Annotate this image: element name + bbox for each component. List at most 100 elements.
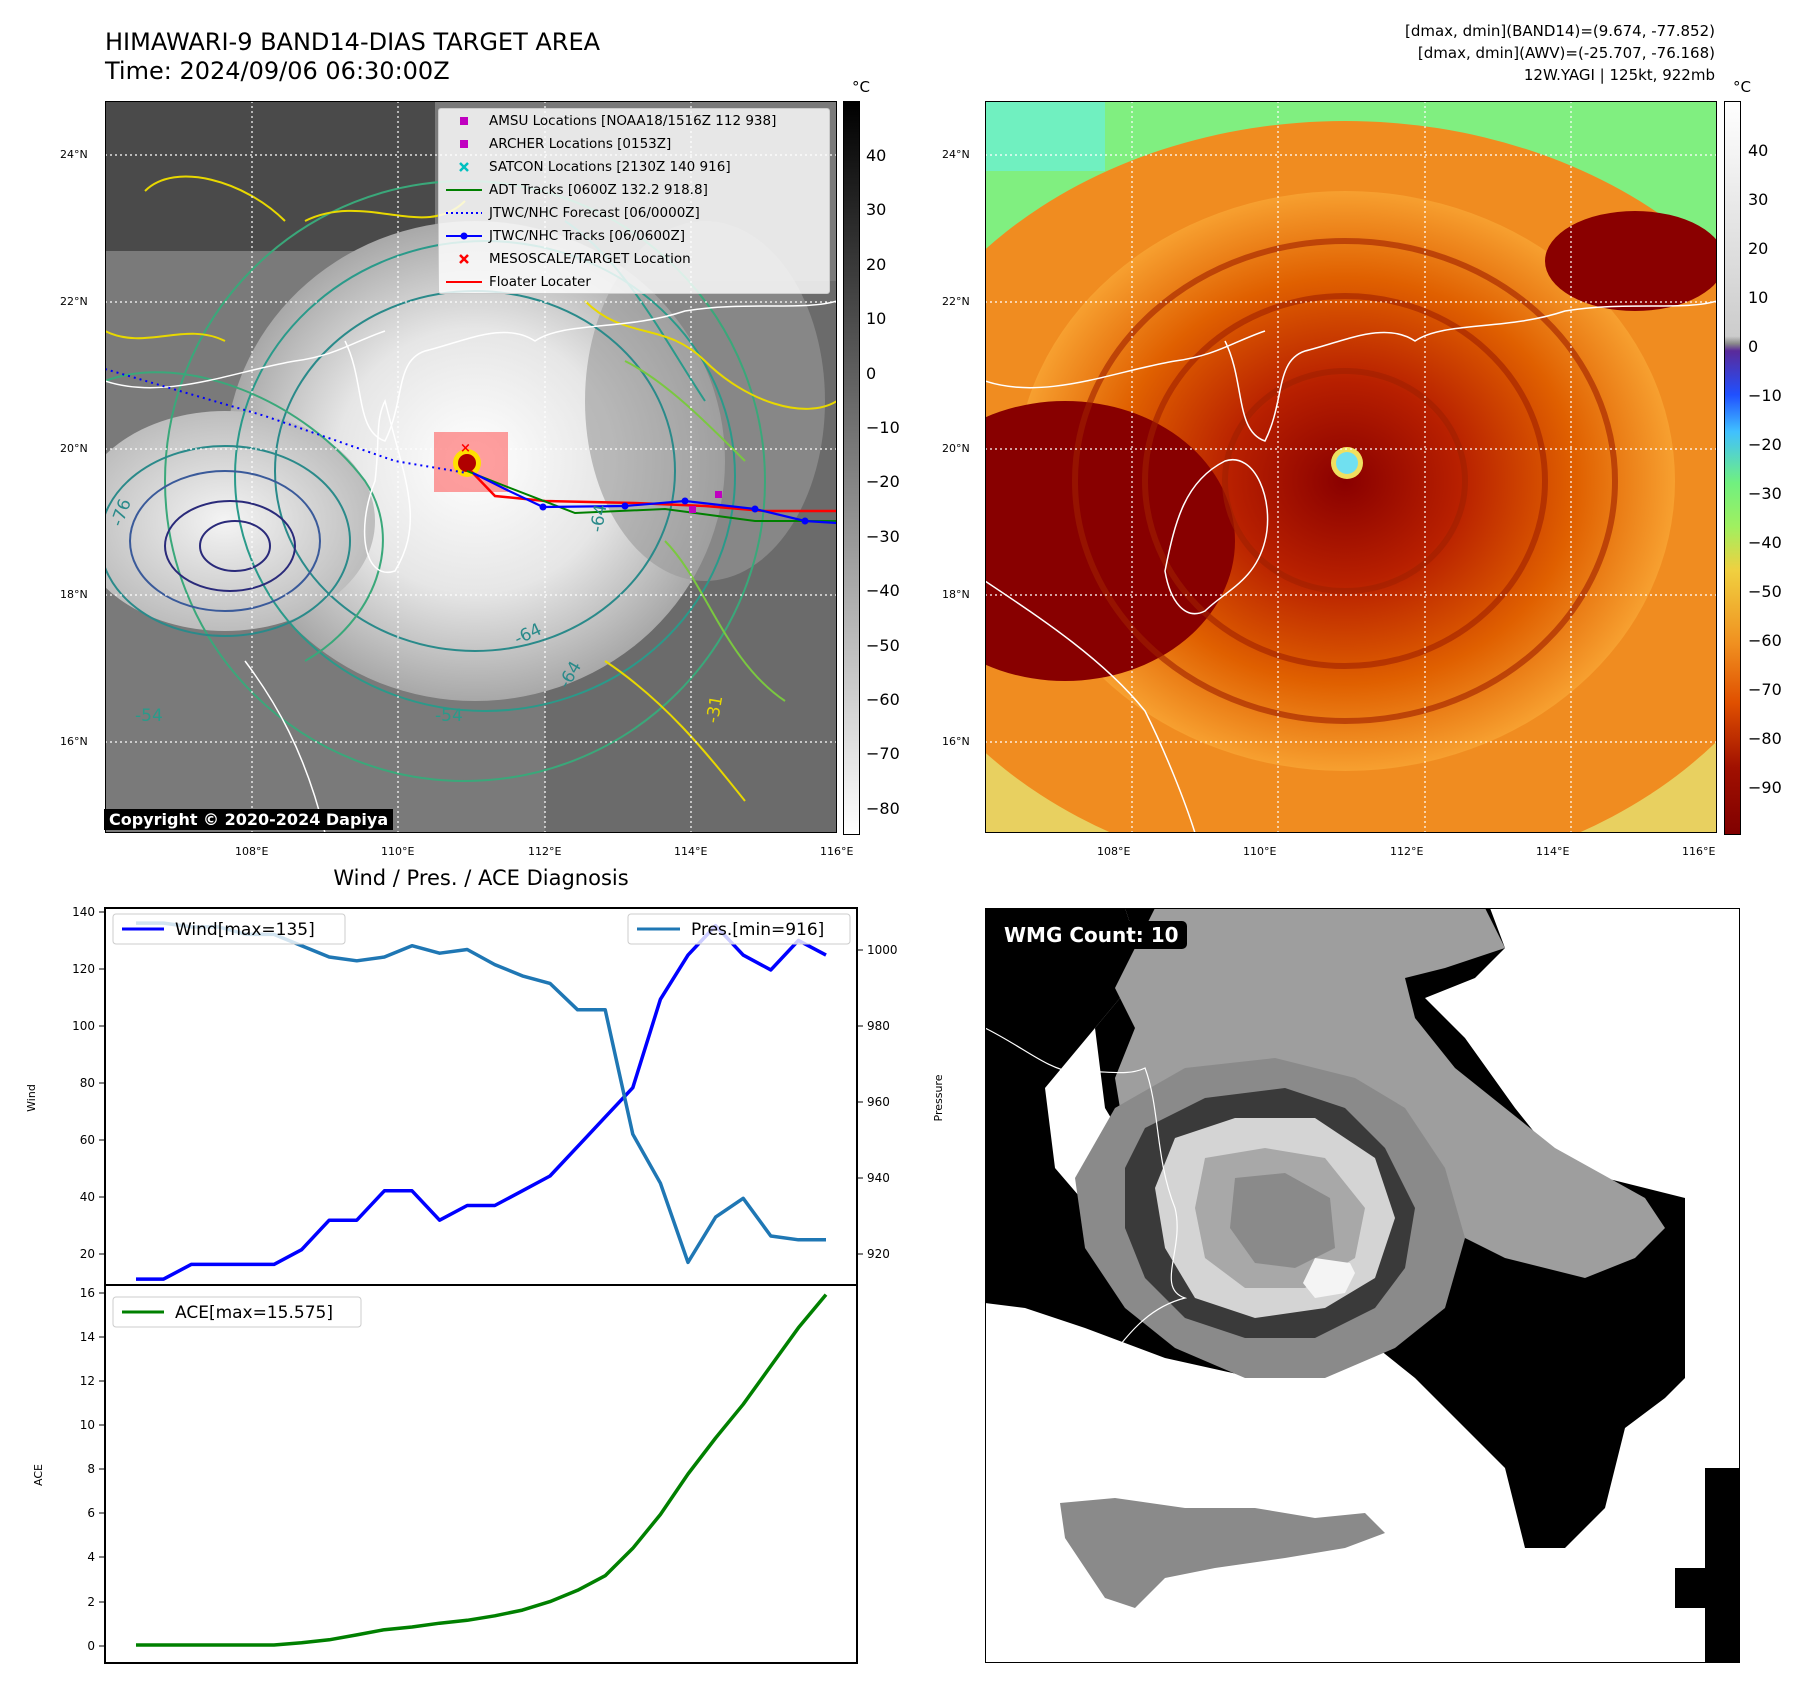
ace-tick: 8 (87, 1462, 95, 1476)
pressure-series-line (136, 921, 826, 1265)
legend-item-archer: ARCHER Locations [0153Z] (439, 132, 829, 155)
lat-tick: 22°N (942, 295, 970, 308)
contour-label: -31 (703, 694, 728, 725)
tracks-line-dot-icon (439, 232, 489, 240)
ace-series-line (136, 1293, 828, 1647)
lon-tick: 116°E (1682, 845, 1716, 858)
ace-tick: 4 (87, 1550, 95, 1564)
colorbar-tick: 20 (866, 255, 887, 274)
wind-tick: 120 (72, 962, 95, 976)
wind-tick: 100 (72, 1019, 95, 1033)
colorbar-tick: −70 (866, 744, 900, 763)
colorbar-tick: 0 (1748, 337, 1759, 356)
figure-time: Time: 2024/09/06 06:30:00Z (105, 57, 450, 85)
wind-tick: 80 (80, 1076, 95, 1090)
colorbar-tick: −50 (866, 636, 900, 655)
colorbar-tick: −20 (1748, 435, 1782, 454)
legend-label: JTWC/NHC Tracks [06/0600Z] (489, 227, 686, 244)
lat-tick: 20°N (942, 442, 970, 455)
colorbar-tick: −40 (866, 581, 900, 600)
ace-tick: 0 (87, 1639, 95, 1653)
wmg-panel (985, 908, 1740, 1663)
colorbar-tick: −10 (1748, 386, 1782, 405)
legend-label: ARCHER Locations [0153Z] (489, 135, 672, 152)
contour-label: -64 (587, 503, 612, 534)
colorbar-tick: 30 (1748, 190, 1769, 209)
satcon-x-icon (439, 161, 489, 173)
ace-tick: 16 (80, 1286, 95, 1300)
legend-label: MESOSCALE/TARGET Location (489, 250, 691, 267)
legend-item-adt: ADT Tracks [0600Z 132.2 918.8] (439, 178, 829, 201)
colorbar-tick: −40 (1748, 533, 1782, 552)
pressure-tick: 940 (867, 1171, 890, 1185)
colorbar-tick: −80 (1748, 729, 1782, 748)
wind-legend-label: Wind[max=135] (175, 920, 315, 940)
colorbar-tick: −90 (1748, 778, 1782, 797)
awv-map (985, 101, 1717, 833)
contour-label: -54 (135, 706, 163, 726)
lon-tick: 110°E (381, 845, 415, 858)
pressure-tick: 920 (867, 1247, 890, 1261)
lat-tick: 16°N (60, 735, 88, 748)
legend-item-floater: Floater Locater (439, 270, 829, 293)
lat-tick: 18°N (60, 588, 88, 601)
wind-axis-ticks: 140 120 100 80 60 40 20 (72, 905, 105, 1261)
ace-tick: 2 (87, 1595, 95, 1609)
info-band14-range: [dmax, dmin](BAND14)=(9.674, -77.852) (1404, 22, 1715, 40)
lon-tick: 108°E (235, 845, 269, 858)
legend-item-satcon: SATCON Locations [2130Z 140 916] (439, 155, 829, 178)
colorbar-tick: 20 (1748, 239, 1769, 258)
lat-tick: 16°N (942, 735, 970, 748)
legend-label: Floater Locater (489, 273, 591, 290)
colorbar-tick: −70 (1748, 680, 1782, 699)
lat-tick: 24°N (60, 148, 88, 161)
colorbar-tick: 30 (866, 200, 887, 219)
legend-label: AMSU Locations [NOAA18/1516Z 112 938] (489, 112, 777, 129)
lon-tick: 112°E (1390, 845, 1424, 858)
forecast-dotted-line-icon (439, 210, 489, 216)
colorbar-tick: −30 (1748, 484, 1782, 503)
legend-item-amsu: AMSU Locations [NOAA18/1516Z 112 938] (439, 109, 829, 132)
wind-tick: 20 (80, 1247, 95, 1261)
colorbar-tick: −80 (866, 799, 900, 818)
colorbar-tick: −20 (866, 472, 900, 491)
legend-item-tracks: JTWC/NHC Tracks [06/0600Z] (439, 224, 829, 247)
lat-tick: 24°N (942, 148, 970, 161)
pressure-legend: Pres.[min=916] (627, 913, 851, 945)
lon-tick: 114°E (1536, 845, 1570, 858)
wind-ylabel: Wind (25, 1084, 38, 1112)
ace-tick: 12 (80, 1374, 95, 1388)
colorbar-unit-right: °C (1733, 78, 1751, 96)
colorbar-tick: 0 (866, 364, 877, 383)
ace-legend: ACE[max=15.575] (112, 1296, 362, 1328)
ace-tick: 14 (80, 1330, 95, 1344)
colorbar-unit-left: °C (852, 78, 870, 96)
colorbar-tick: −60 (1748, 631, 1782, 650)
ace-tick: 6 (87, 1506, 95, 1520)
legend-label: ADT Tracks [0600Z 132.2 918.8] (489, 181, 708, 198)
wind-tick: 40 (80, 1190, 95, 1204)
legend-label: JTWC/NHC Forecast [06/0000Z] (489, 204, 700, 221)
pressure-tick: 1000 (867, 943, 898, 957)
svg-text:×: × (460, 441, 471, 456)
figure-title: HIMAWARI-9 BAND14-DIAS TARGET AREA (105, 28, 601, 56)
diagnosis-chart: 140 120 100 80 60 40 20 Wind 1000 980 96… (25, 905, 945, 1664)
legend-item-forecast: JTWC/NHC Forecast [06/0000Z] (439, 201, 829, 224)
colorbar-tick: −10 (866, 418, 900, 437)
pressure-ylabel: Pressure (932, 1074, 945, 1121)
colorbar-tick: 40 (1748, 141, 1769, 160)
ace-axis-ticks: 16 14 12 10 8 6 4 2 0 (80, 1286, 105, 1653)
wind-series-line (136, 923, 827, 1281)
mesoscale-x-icon (439, 253, 489, 265)
pressure-tick: 960 (867, 1095, 890, 1109)
lon-tick: 108°E (1097, 845, 1131, 858)
diagnosis-title: Wind / Pres. / ACE Diagnosis (333, 866, 629, 890)
colorbar-tick: 10 (866, 309, 887, 328)
pressure-axis-ticks: 1000 980 960 940 920 (857, 943, 898, 1261)
adt-line-icon (439, 187, 489, 193)
lon-tick: 112°E (528, 845, 562, 858)
lat-tick: 22°N (60, 295, 88, 308)
wind-tick: 140 (72, 905, 95, 919)
colorbar-tick: −50 (1748, 582, 1782, 601)
wind-legend: Wind[max=135] (112, 913, 346, 945)
